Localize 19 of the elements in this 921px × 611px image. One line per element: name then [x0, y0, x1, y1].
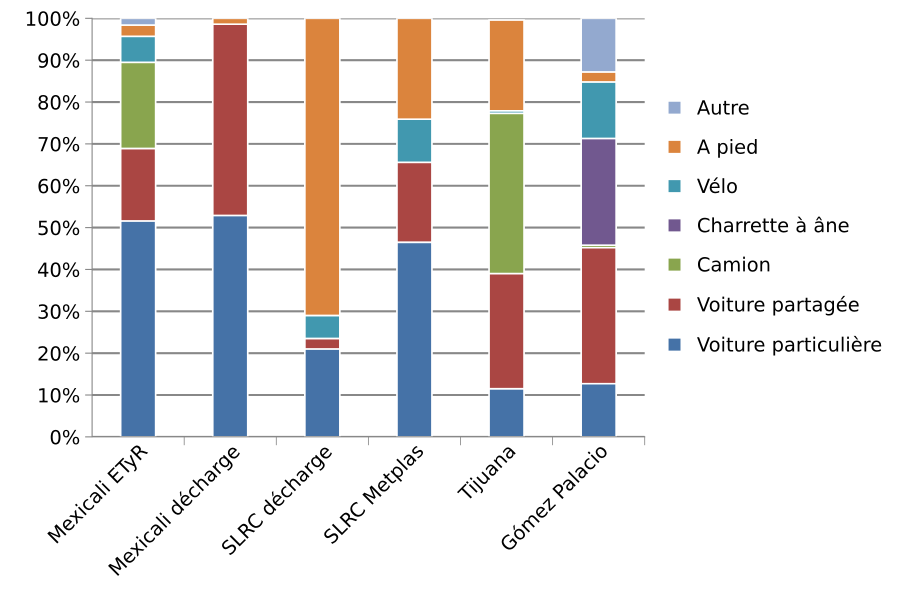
legend-label: A pied: [697, 138, 757, 158]
y-tick-label: 10%: [39, 388, 80, 403]
bar: [488, 19, 525, 112]
legend-label: Camion: [698, 256, 770, 272]
legend-label: Voiture particulière: [697, 336, 882, 356]
y-tick-label: 50%: [38, 220, 80, 236]
y-tick-label: 0%: [50, 430, 80, 445]
y-tick-label: 30%: [38, 304, 80, 319]
y-tick-label: 80%: [38, 94, 80, 110]
legend-label: Voiture partagée: [697, 296, 859, 316]
y-tick-label: 60%: [38, 178, 80, 194]
y-tick-label: 20%: [38, 346, 80, 361]
y-tick-label: 40%: [38, 262, 80, 278]
legend-label: Autre: [697, 100, 749, 115]
y-tick-label: 90%: [38, 53, 80, 68]
y-tick-label: 100%: [26, 11, 80, 26]
legend-label: Vélo: [697, 177, 737, 194]
legend-label: Charrette à âne: [698, 216, 849, 232]
y-tick-label: 70%: [38, 136, 80, 152]
